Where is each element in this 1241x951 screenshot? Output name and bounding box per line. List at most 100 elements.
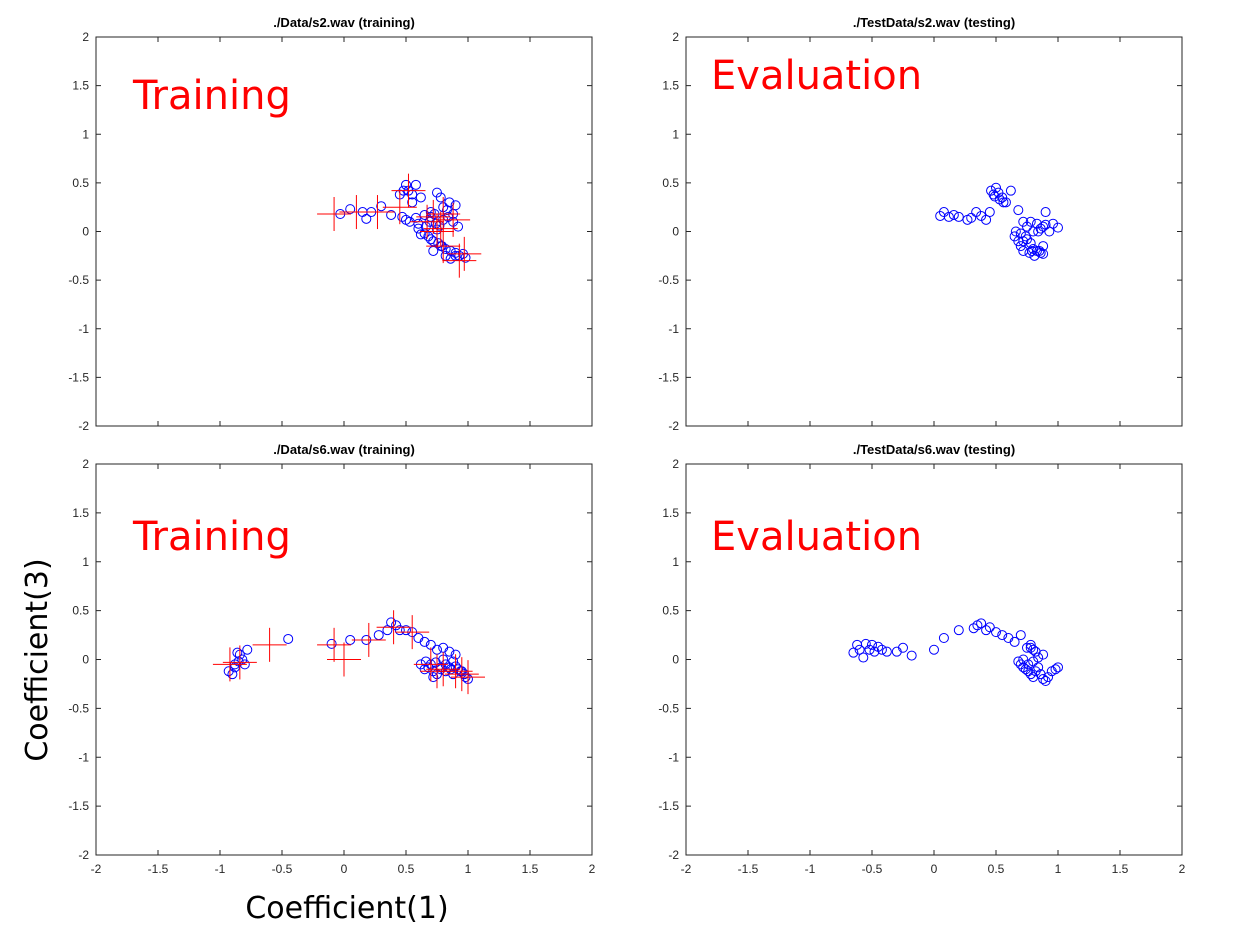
overlay-label: Evaluation [711,514,922,560]
data-point [1028,644,1039,655]
y-tick-label: 0 [672,225,679,239]
y-tick-label: -1.5 [658,799,679,813]
data-point [953,211,964,222]
centroid-cross [447,236,482,271]
y-tick-label: 0.5 [662,604,679,618]
data-point [1038,674,1049,685]
data-point [1015,630,1026,641]
plot-area [685,36,1183,427]
data-point [1053,222,1063,233]
data-point [242,644,253,655]
data-point [968,623,979,634]
data-point [1005,185,1016,196]
x-tick-label: 1.5 [1112,862,1129,876]
data-point [984,622,995,633]
data-point [986,185,997,196]
data-point [283,633,294,644]
y-tick-label: 2 [82,457,89,471]
y-tick-label: 0 [82,653,89,667]
data-point [410,179,421,190]
y-tick-label: 1 [82,127,89,141]
x-tick-label: -0.5 [862,862,883,876]
data-point [415,192,426,203]
y-tick-label: -1.5 [68,799,89,813]
x-tick-label: 0.5 [398,862,415,876]
data-point [997,630,1008,641]
data-point [1015,228,1026,239]
data-point [435,192,446,203]
data-point [1023,666,1034,677]
cross-series [317,173,482,278]
circle-series [935,182,1063,261]
centroid-cross [423,211,458,246]
data-point [444,646,455,657]
y-tick-label: 0.5 [662,176,679,190]
data-point [460,252,471,263]
data-point [450,200,461,211]
data-point [1038,649,1049,660]
centroid-cross [444,657,479,692]
data-point [1025,639,1036,650]
data-point [413,223,424,234]
plot-area [685,463,1183,856]
y-tick-label: 0.5 [72,604,89,618]
data-point [232,647,243,658]
data-point [1010,226,1021,237]
data-point [1034,245,1045,256]
data-point [860,638,871,649]
data-point [1038,248,1049,259]
x-tick-label: 1 [465,862,472,876]
centroid-cross [413,647,448,682]
data-point [876,644,887,655]
x-tick-label: -2 [91,862,102,876]
data-point [1030,646,1041,657]
data-point [943,211,954,222]
data-point [1015,241,1026,252]
x-tick-label: -1 [215,862,226,876]
data-point [1013,205,1024,216]
data-point [858,652,869,663]
centroid-cross [376,610,411,645]
y-tick-label: -0.5 [68,273,89,287]
data-point [419,636,430,647]
overlay-label: Training [132,514,291,560]
chart-title: ./TestData/s2.wav (testing) [853,15,1015,30]
data-point [1028,672,1039,683]
x-tick-label: 0 [341,862,348,876]
circle-series [848,618,1063,687]
centroid-cross [426,196,461,231]
data-point [981,625,992,636]
y-axis-label: Coefficient(3) [20,558,55,761]
data-point [326,638,337,649]
y-tick-label: 1.5 [72,79,89,93]
y-tick-label: -2 [668,848,679,862]
data-point [1040,207,1051,218]
y-tick-label: 2 [82,30,89,44]
centroid-cross [438,654,473,689]
data-point [1018,236,1029,247]
x-tick-label: -1 [805,862,816,876]
data-point [1022,642,1032,653]
chart-title: ./TestData/s6.wav (testing) [853,442,1015,457]
y-tick-label: 1.5 [662,79,679,93]
data-point [938,632,949,643]
data-point [1035,669,1046,680]
scatter-panel-1: -2 -1.5 -1 -0.5 0 0.5 1 1.5 2 ./Data/s2.wav (trai… [68,15,593,433]
data-point [1026,245,1037,256]
data-point [428,672,439,683]
data-point [394,625,405,636]
x-tick-label: -2 [681,862,692,876]
centroid-cross [252,627,287,662]
centroid-cross [360,195,395,230]
x-tick-label: 2 [589,862,596,876]
y-tick-label: -0.5 [658,273,679,287]
centroid-cross [395,615,430,650]
data-point [984,207,995,218]
centroid-cross [351,622,386,657]
y-tick-label: -1.5 [68,370,89,384]
x-tick-label: 2 [1179,862,1186,876]
y-tick-label: 0 [672,653,679,667]
data-point [953,625,964,636]
centroid-cross [451,660,485,695]
data-point [440,244,451,255]
